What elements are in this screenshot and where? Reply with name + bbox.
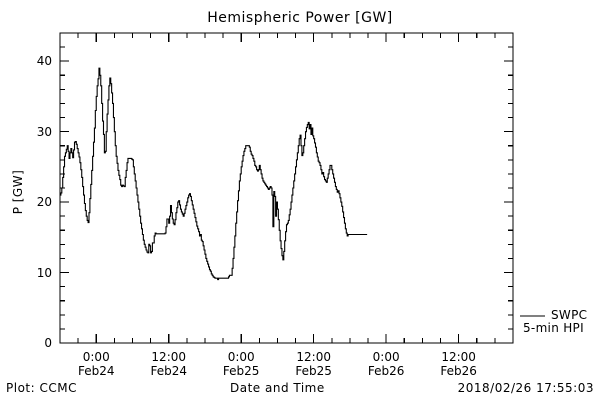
x-tick-label-date: Feb25 xyxy=(295,364,332,378)
y-tick-label: 40 xyxy=(36,54,52,69)
x-tick-label-time: 0:00 xyxy=(82,350,110,364)
x-axis-label: Date and Time xyxy=(230,381,325,395)
x-tick-label-time: 12:00 xyxy=(296,350,331,364)
legend-entry: SWPC 5-min HPI xyxy=(523,308,588,335)
x-tick-label-time: 0:00 xyxy=(372,350,400,364)
x-tick-label-date: Feb26 xyxy=(367,364,405,378)
y-axis-ticks xyxy=(60,32,513,344)
x-tick-label: 12:00 Feb25 xyxy=(279,351,349,377)
x-tick-label: 0:00 Feb26 xyxy=(351,351,421,377)
x-tick-label-date: Feb24 xyxy=(150,364,187,378)
plot-frame xyxy=(59,32,514,344)
data-series-group xyxy=(60,67,368,281)
x-tick-label: 12:00 Feb24 xyxy=(134,351,204,377)
x-tick-label-time: 12:00 xyxy=(151,350,187,364)
y-tick-label: 20 xyxy=(36,195,52,210)
x-tick-label-date: Feb26 xyxy=(440,364,477,378)
legend-label-line2: 5-min HPI xyxy=(523,321,584,335)
x-tick-label-time: 0:00 xyxy=(227,350,255,364)
legend-label-line1: SWPC xyxy=(551,308,588,322)
page-title: Hemispheric Power [GW] xyxy=(207,10,393,26)
timestamp: 2018/02/26 17:55:03 xyxy=(457,381,594,395)
x-tick-label-time: 12:00 xyxy=(441,350,476,364)
x-tick-label-date: Feb24 xyxy=(77,364,115,378)
y-tick-label: 30 xyxy=(36,124,52,139)
x-axis-ticks xyxy=(59,33,514,343)
y-tick-label: 10 xyxy=(36,265,52,280)
x-tick-label: 12:00 Feb26 xyxy=(424,351,494,377)
x-tick-label-date: Feb25 xyxy=(222,364,260,378)
data-series-line xyxy=(60,67,368,281)
x-tick-label: 0:00 Feb25 xyxy=(206,351,276,377)
x-tick-label: 0:00 Feb24 xyxy=(61,351,131,377)
y-tick-label: 0 xyxy=(44,336,52,350)
plot-credit: Plot: CCMC xyxy=(6,381,77,395)
